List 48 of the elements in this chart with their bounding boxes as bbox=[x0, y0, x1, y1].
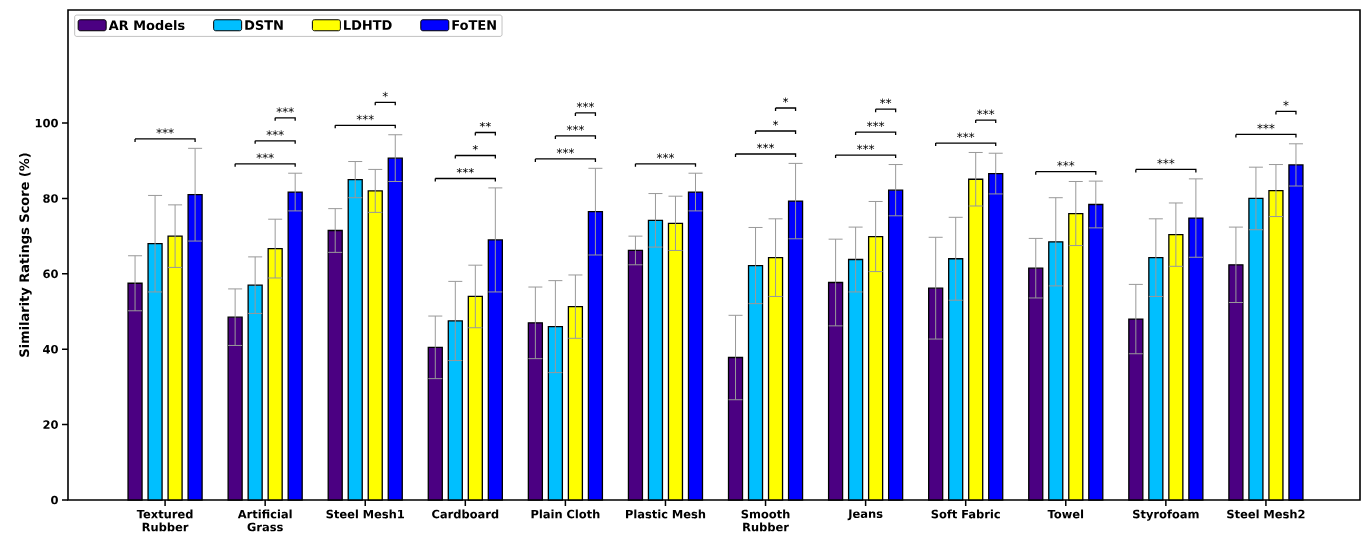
x-tick-label: Jeans bbox=[847, 509, 883, 521]
annotation: *** bbox=[156, 128, 174, 134]
x-tick-label: Towel bbox=[1047, 509, 1084, 519]
x-tick-label: Steel Mesh1 bbox=[326, 509, 404, 519]
annotation: *** bbox=[656, 153, 675, 159]
x-tick-label: Steel Mesh2 bbox=[1227, 509, 1305, 519]
annotation: * bbox=[472, 144, 478, 151]
annotation: *** bbox=[977, 109, 995, 115]
y-tick-label: 80 bbox=[43, 194, 58, 203]
x-tick-label: Artificial Grass bbox=[237, 509, 292, 532]
annotation: *** bbox=[556, 148, 574, 154]
annotation: *** bbox=[576, 102, 595, 108]
annotation: *** bbox=[1057, 161, 1075, 167]
y-tick-label: 40 bbox=[43, 344, 58, 354]
annotation: *** bbox=[566, 125, 585, 131]
annotation: ** bbox=[880, 98, 892, 104]
annotation: *** bbox=[857, 144, 875, 150]
annotation: *** bbox=[756, 143, 775, 149]
annotation: * bbox=[782, 97, 789, 103]
annotation: ** bbox=[479, 121, 491, 128]
annotation: *** bbox=[256, 153, 274, 159]
annotation: * bbox=[1283, 100, 1289, 107]
annotation: *** bbox=[957, 132, 975, 138]
y-tick-label: 20 bbox=[43, 420, 58, 429]
x-tick-label: Soft Fabric bbox=[931, 509, 1000, 519]
y-tick-label: 0 bbox=[51, 495, 58, 505]
annotation: *** bbox=[1257, 123, 1275, 130]
annotation: * bbox=[382, 91, 388, 98]
y-tick-label: 60 bbox=[43, 269, 58, 279]
y-tick-label: 100 bbox=[35, 118, 58, 128]
x-tick-label: Plain Cloth bbox=[531, 509, 600, 519]
x-tick-label: Plastic Mesh bbox=[625, 509, 706, 519]
legend-label: LDHTD bbox=[344, 20, 392, 30]
legend-label: FoTEN bbox=[452, 20, 496, 30]
annotation: * bbox=[772, 120, 779, 126]
x-tick-label: Styrofoam bbox=[1133, 509, 1199, 521]
annotation: *** bbox=[1157, 158, 1175, 165]
annotation: *** bbox=[356, 114, 374, 121]
x-tick-label: Textured Rubber bbox=[136, 509, 193, 532]
x-tick-label: Smooth Rubber bbox=[741, 509, 790, 532]
annotation: *** bbox=[266, 130, 284, 136]
annotation: *** bbox=[276, 107, 294, 113]
annotation: *** bbox=[867, 121, 885, 127]
legend-label: DSTN bbox=[245, 20, 283, 30]
legend-label: AR Models bbox=[108, 20, 185, 31]
x-tick-label: Cardboard bbox=[432, 509, 499, 519]
annotation: *** bbox=[456, 167, 474, 174]
y-axis-title: Similarity Ratings Score (%) bbox=[19, 153, 32, 357]
